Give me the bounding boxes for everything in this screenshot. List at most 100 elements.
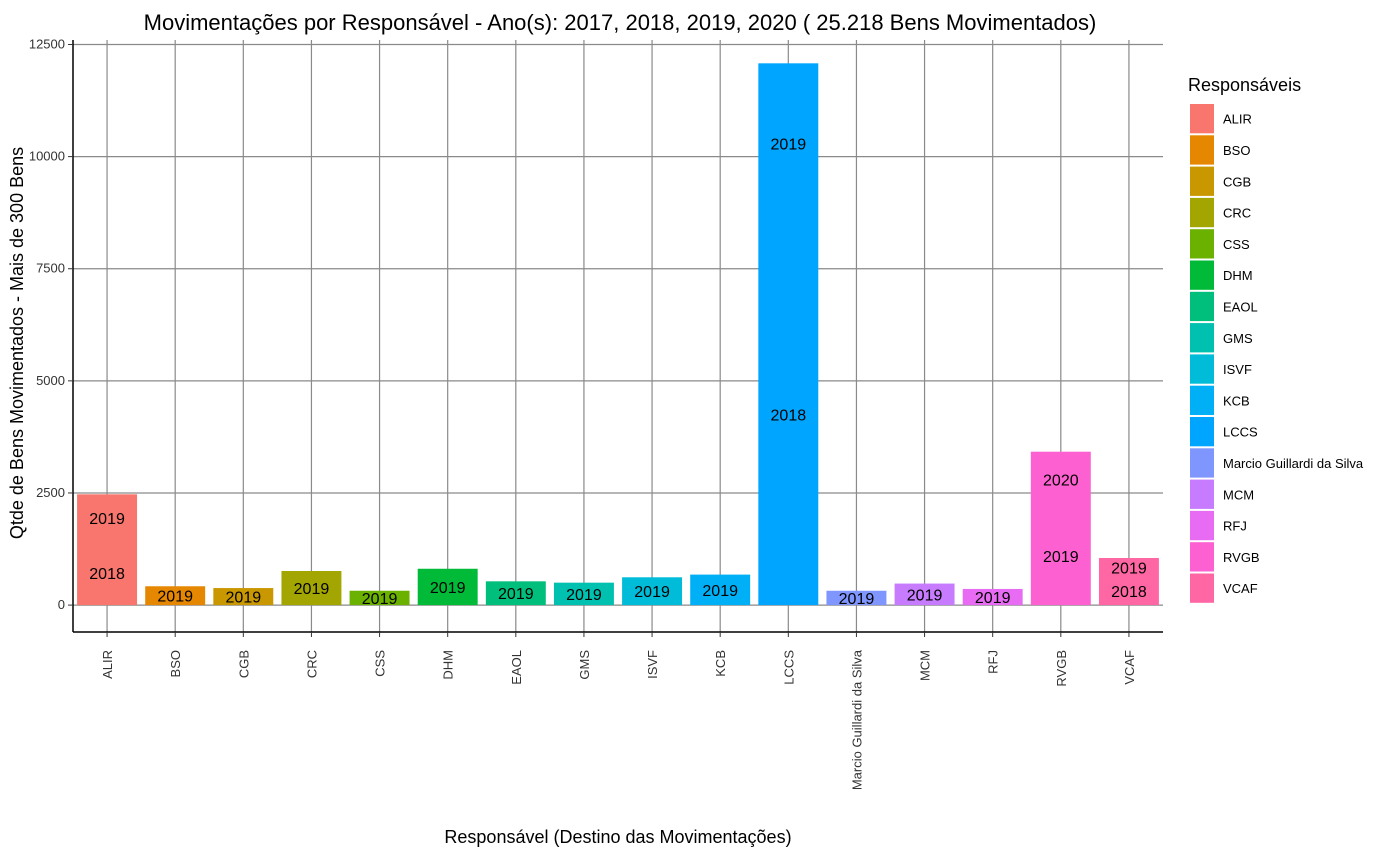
- legend-key: [1190, 260, 1214, 290]
- legend-label: ISVF: [1223, 362, 1252, 377]
- x-tick-label: KCB: [713, 650, 728, 677]
- legend-key: [1190, 354, 1214, 384]
- bar-mcm: [894, 583, 955, 606]
- x-tick-label: MCM: [918, 650, 933, 681]
- bar-label: 2019: [1111, 561, 1147, 578]
- bar-css: [349, 590, 410, 606]
- legend-label: RFJ: [1223, 519, 1247, 534]
- legend-key: [1190, 573, 1214, 603]
- legend-key: [1190, 229, 1214, 259]
- y-tick-label: 5000: [36, 373, 65, 388]
- bar-label: 2019: [634, 584, 670, 601]
- legend-label: DHM: [1223, 268, 1253, 283]
- bar-label: 2019: [498, 586, 534, 603]
- bar-kcb: [690, 574, 751, 606]
- bar-label: 2019: [1043, 549, 1079, 566]
- bar-rvgb: [1030, 451, 1091, 606]
- legend-label: CRC: [1223, 206, 1251, 221]
- bar-labels: 2018 2019 2019 2019 2019 2019 2019 2019 2019 2019…: [89, 137, 1147, 608]
- y-tick-label: 2500: [36, 485, 65, 500]
- legend-key: [1190, 291, 1214, 322]
- bar-marcio-guillardi-da-silva: [826, 590, 887, 606]
- bar-isvf: [622, 577, 683, 606]
- bar-crc: [281, 571, 342, 606]
- legend-label: CGB: [1223, 174, 1251, 189]
- legend-label: GMS: [1223, 331, 1253, 346]
- legend-label: LCCS: [1223, 425, 1258, 440]
- legend-label: Marcio Guillardi da Silva: [1223, 456, 1364, 471]
- x-tick-label: Marcio Guillardi da Silva: [849, 649, 864, 790]
- y-tick-label: 7500: [36, 261, 65, 276]
- legend-label: ALIR: [1223, 112, 1252, 127]
- bar-dhm: [417, 568, 478, 606]
- x-tick-label: RFJ: [986, 650, 1001, 674]
- bar-label: 2019: [566, 587, 602, 604]
- y-tick-label: 10000: [29, 149, 65, 164]
- legend-label: MCM: [1223, 487, 1254, 502]
- x-tick-label: DHM: [441, 650, 456, 680]
- bar-eaol: [485, 581, 546, 606]
- x-tick-label: CRC: [304, 650, 319, 678]
- bar-alir: [77, 494, 138, 606]
- legend-key: [1190, 479, 1214, 509]
- bar-label: 2019: [362, 591, 398, 608]
- x-tick-label: BSO: [168, 650, 183, 677]
- legend-key: [1190, 542, 1214, 572]
- x-tick-label: EAOL: [509, 650, 524, 685]
- legend-label: EAOL: [1223, 299, 1258, 314]
- bar-label: 2019: [771, 137, 807, 154]
- bar-label: 2018: [89, 566, 125, 583]
- legend-label: BSO: [1223, 143, 1250, 158]
- legend: Responsáveis ALIR BSO CGB CRC CSS DHM EAOL GMS I…: [1188, 75, 1364, 603]
- x-tick-label: VCAF: [1122, 650, 1137, 685]
- bar-rfj: [962, 588, 1023, 606]
- legend-key: [1190, 510, 1214, 541]
- bar-label: 2019: [294, 581, 330, 598]
- bar-label: 2020: [1043, 473, 1079, 490]
- legend-key: [1190, 323, 1214, 353]
- axes: 0 2500 5000 7500 10000 12500 ALIR BSO CGB CRC CSS D…: [29, 36, 1163, 790]
- x-tick-label: CGB: [236, 650, 251, 678]
- x-tick-label: ISVF: [645, 650, 660, 679]
- legend-title: Responsáveis: [1188, 75, 1301, 95]
- bar-label: 2018: [1111, 584, 1147, 601]
- bar-label: 2019: [157, 589, 193, 606]
- legend-label: VCAF: [1223, 581, 1258, 596]
- legend-key: [1190, 385, 1214, 415]
- x-tick-label: LCCS: [781, 650, 796, 685]
- bar-label: 2019: [975, 590, 1011, 607]
- legend-label: RVGB: [1223, 550, 1260, 565]
- bar-label: 2018: [771, 407, 807, 424]
- y-axis-title: Qtde de Bens Movimentados - Mais de 300 …: [7, 147, 27, 539]
- bar-bso: [145, 586, 206, 606]
- bar-cgb: [213, 588, 274, 606]
- legend-key: [1190, 104, 1214, 134]
- bar-label: 2019: [702, 583, 738, 600]
- x-tick-label: CSS: [373, 650, 388, 677]
- legend-key: [1190, 417, 1214, 447]
- legend-label: KCB: [1223, 393, 1250, 408]
- grid: [73, 40, 1163, 632]
- bar-label: 2019: [89, 511, 125, 528]
- x-tick-label: GMS: [577, 650, 592, 680]
- y-tick-label: 0: [58, 597, 65, 612]
- legend-label: CSS: [1223, 237, 1250, 252]
- bar-label: 2019: [226, 590, 262, 607]
- bar-vcaf: [1098, 558, 1159, 606]
- bar-gms: [553, 582, 614, 606]
- legend-key: [1190, 448, 1214, 478]
- legend-key: [1190, 197, 1214, 228]
- x-tick-label: RVGB: [1054, 650, 1069, 687]
- x-axis-title: Responsável (Destino das Movimentações): [444, 827, 791, 847]
- legend-key: [1190, 166, 1214, 196]
- x-tick-label: ALIR: [100, 650, 115, 679]
- bar-label: 2019: [907, 587, 943, 604]
- y-tick-label: 12500: [29, 36, 65, 51]
- bar-label: 2019: [430, 580, 466, 597]
- chart-title: Movimentações por Responsável - Ano(s): …: [144, 10, 1097, 35]
- bar-lccs: [758, 63, 819, 606]
- legend-key: [1190, 135, 1214, 165]
- bars: [77, 63, 1159, 606]
- bar-label: 2019: [839, 591, 875, 608]
